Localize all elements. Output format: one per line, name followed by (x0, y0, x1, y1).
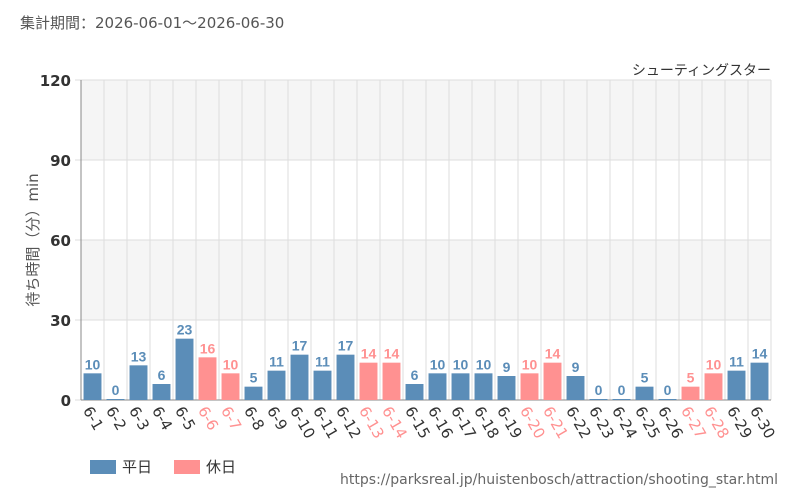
x-tick-label-6-1: 6-1 (79, 403, 107, 433)
bar-6-22 (566, 376, 585, 400)
bar-6-7 (221, 373, 240, 400)
legend-item-holiday: 休日 (174, 456, 236, 477)
data-label-6-23: 0 (595, 382, 603, 398)
bar-6-5 (175, 338, 194, 400)
data-label-6-30: 14 (752, 346, 768, 362)
y-tick-label: 120 (40, 72, 71, 90)
y-tick-label: 90 (50, 152, 71, 170)
data-label-6-25: 5 (641, 370, 649, 386)
x-tick-label-6-4: 6-4 (148, 403, 176, 433)
legend-swatch-holiday (174, 459, 201, 474)
data-label-6-3: 13 (131, 348, 147, 364)
data-label-6-15: 6 (411, 367, 419, 383)
data-label-6-6: 16 (200, 340, 216, 356)
bar-6-27 (681, 386, 700, 400)
bar-6-24 (612, 399, 631, 400)
bar-6-16 (428, 373, 447, 400)
data-label-6-9: 11 (269, 354, 284, 370)
chart-title: シューティングスター (632, 63, 771, 79)
data-label-6-11: 11 (315, 354, 330, 370)
data-label-6-8: 5 (250, 370, 258, 386)
x-tick-label-6-7: 6-7 (217, 403, 245, 433)
bar-6-10 (290, 354, 309, 400)
bar-6-15 (405, 384, 424, 400)
bar-6-1 (83, 373, 102, 400)
data-label-6-27: 5 (687, 370, 695, 386)
legend-label-holiday: 休日 (206, 458, 237, 476)
data-label-6-24: 0 (618, 382, 626, 398)
bar-6-11 (313, 370, 332, 400)
data-label-6-18: 10 (476, 356, 492, 372)
data-label-6-7: 10 (223, 356, 239, 372)
bar-6-13 (359, 362, 378, 400)
data-label-6-16: 10 (430, 356, 446, 372)
data-label-6-17: 10 (453, 356, 469, 372)
data-label-6-13: 14 (361, 346, 377, 362)
data-label-6-19: 9 (503, 359, 511, 375)
bar-6-21 (543, 362, 562, 400)
bar-6-6 (198, 357, 217, 400)
source-url[interactable]: https://parksreal.jp/huistenbosch/attrac… (340, 472, 778, 488)
data-label-6-1: 10 (85, 356, 101, 372)
data-label-6-20: 10 (522, 356, 538, 372)
data-label-6-4: 6 (158, 367, 166, 383)
chart-legend: 平日 休日 (90, 456, 236, 477)
legend-swatch-weekday (90, 459, 116, 474)
bar-6-8 (244, 386, 263, 400)
data-label-6-14: 14 (384, 346, 400, 362)
data-label-6-10: 17 (292, 338, 308, 354)
y-tick-label: 30 (50, 312, 71, 330)
bar-6-18 (474, 373, 493, 400)
x-tick-label-6-30: 6-30 (746, 403, 779, 441)
bar-6-19 (497, 376, 516, 400)
bar-6-29 (727, 370, 746, 400)
period-label: 集計期間：2026-06-01～2026-06-30 (20, 14, 285, 32)
y-tick-label: 0 (61, 392, 71, 410)
x-tick-label-6-9: 6-9 (263, 403, 291, 433)
legend-item-weekday: 平日 (90, 456, 152, 477)
y-tick-label: 60 (50, 232, 71, 250)
bar-6-17 (451, 373, 470, 400)
data-label-6-29: 11 (729, 354, 744, 370)
bar-6-20 (520, 373, 539, 400)
bar-6-12 (336, 354, 355, 400)
bar-6-25 (635, 386, 654, 400)
bar-6-2 (106, 399, 125, 400)
data-label-6-28: 10 (706, 356, 722, 372)
y-axis-label: 待ち時間（分）min (24, 173, 42, 306)
data-label-6-21: 14 (545, 346, 561, 362)
data-label-6-12: 17 (338, 338, 354, 354)
data-label-6-2: 0 (112, 382, 120, 398)
data-label-6-22: 9 (572, 359, 580, 375)
x-tick-label-6-3: 6-3 (125, 403, 153, 433)
bar-6-23 (589, 399, 608, 400)
x-tick-label-6-6: 6-6 (194, 403, 222, 433)
bar-6-14 (382, 362, 401, 400)
legend-label-weekday: 平日 (122, 458, 153, 476)
x-tick-label-6-5: 6-5 (171, 403, 199, 433)
bar-6-4 (152, 384, 171, 400)
bar-6-9 (267, 370, 286, 400)
data-label-6-5: 23 (177, 322, 193, 338)
bar-6-28 (704, 373, 723, 400)
x-tick-label-6-2: 6-2 (102, 403, 130, 433)
bar-6-30 (750, 362, 769, 400)
bar-6-26 (658, 399, 677, 400)
bar-6-3 (129, 365, 148, 400)
data-label-6-26: 0 (664, 382, 672, 398)
x-tick-label-6-8: 6-8 (240, 403, 268, 433)
